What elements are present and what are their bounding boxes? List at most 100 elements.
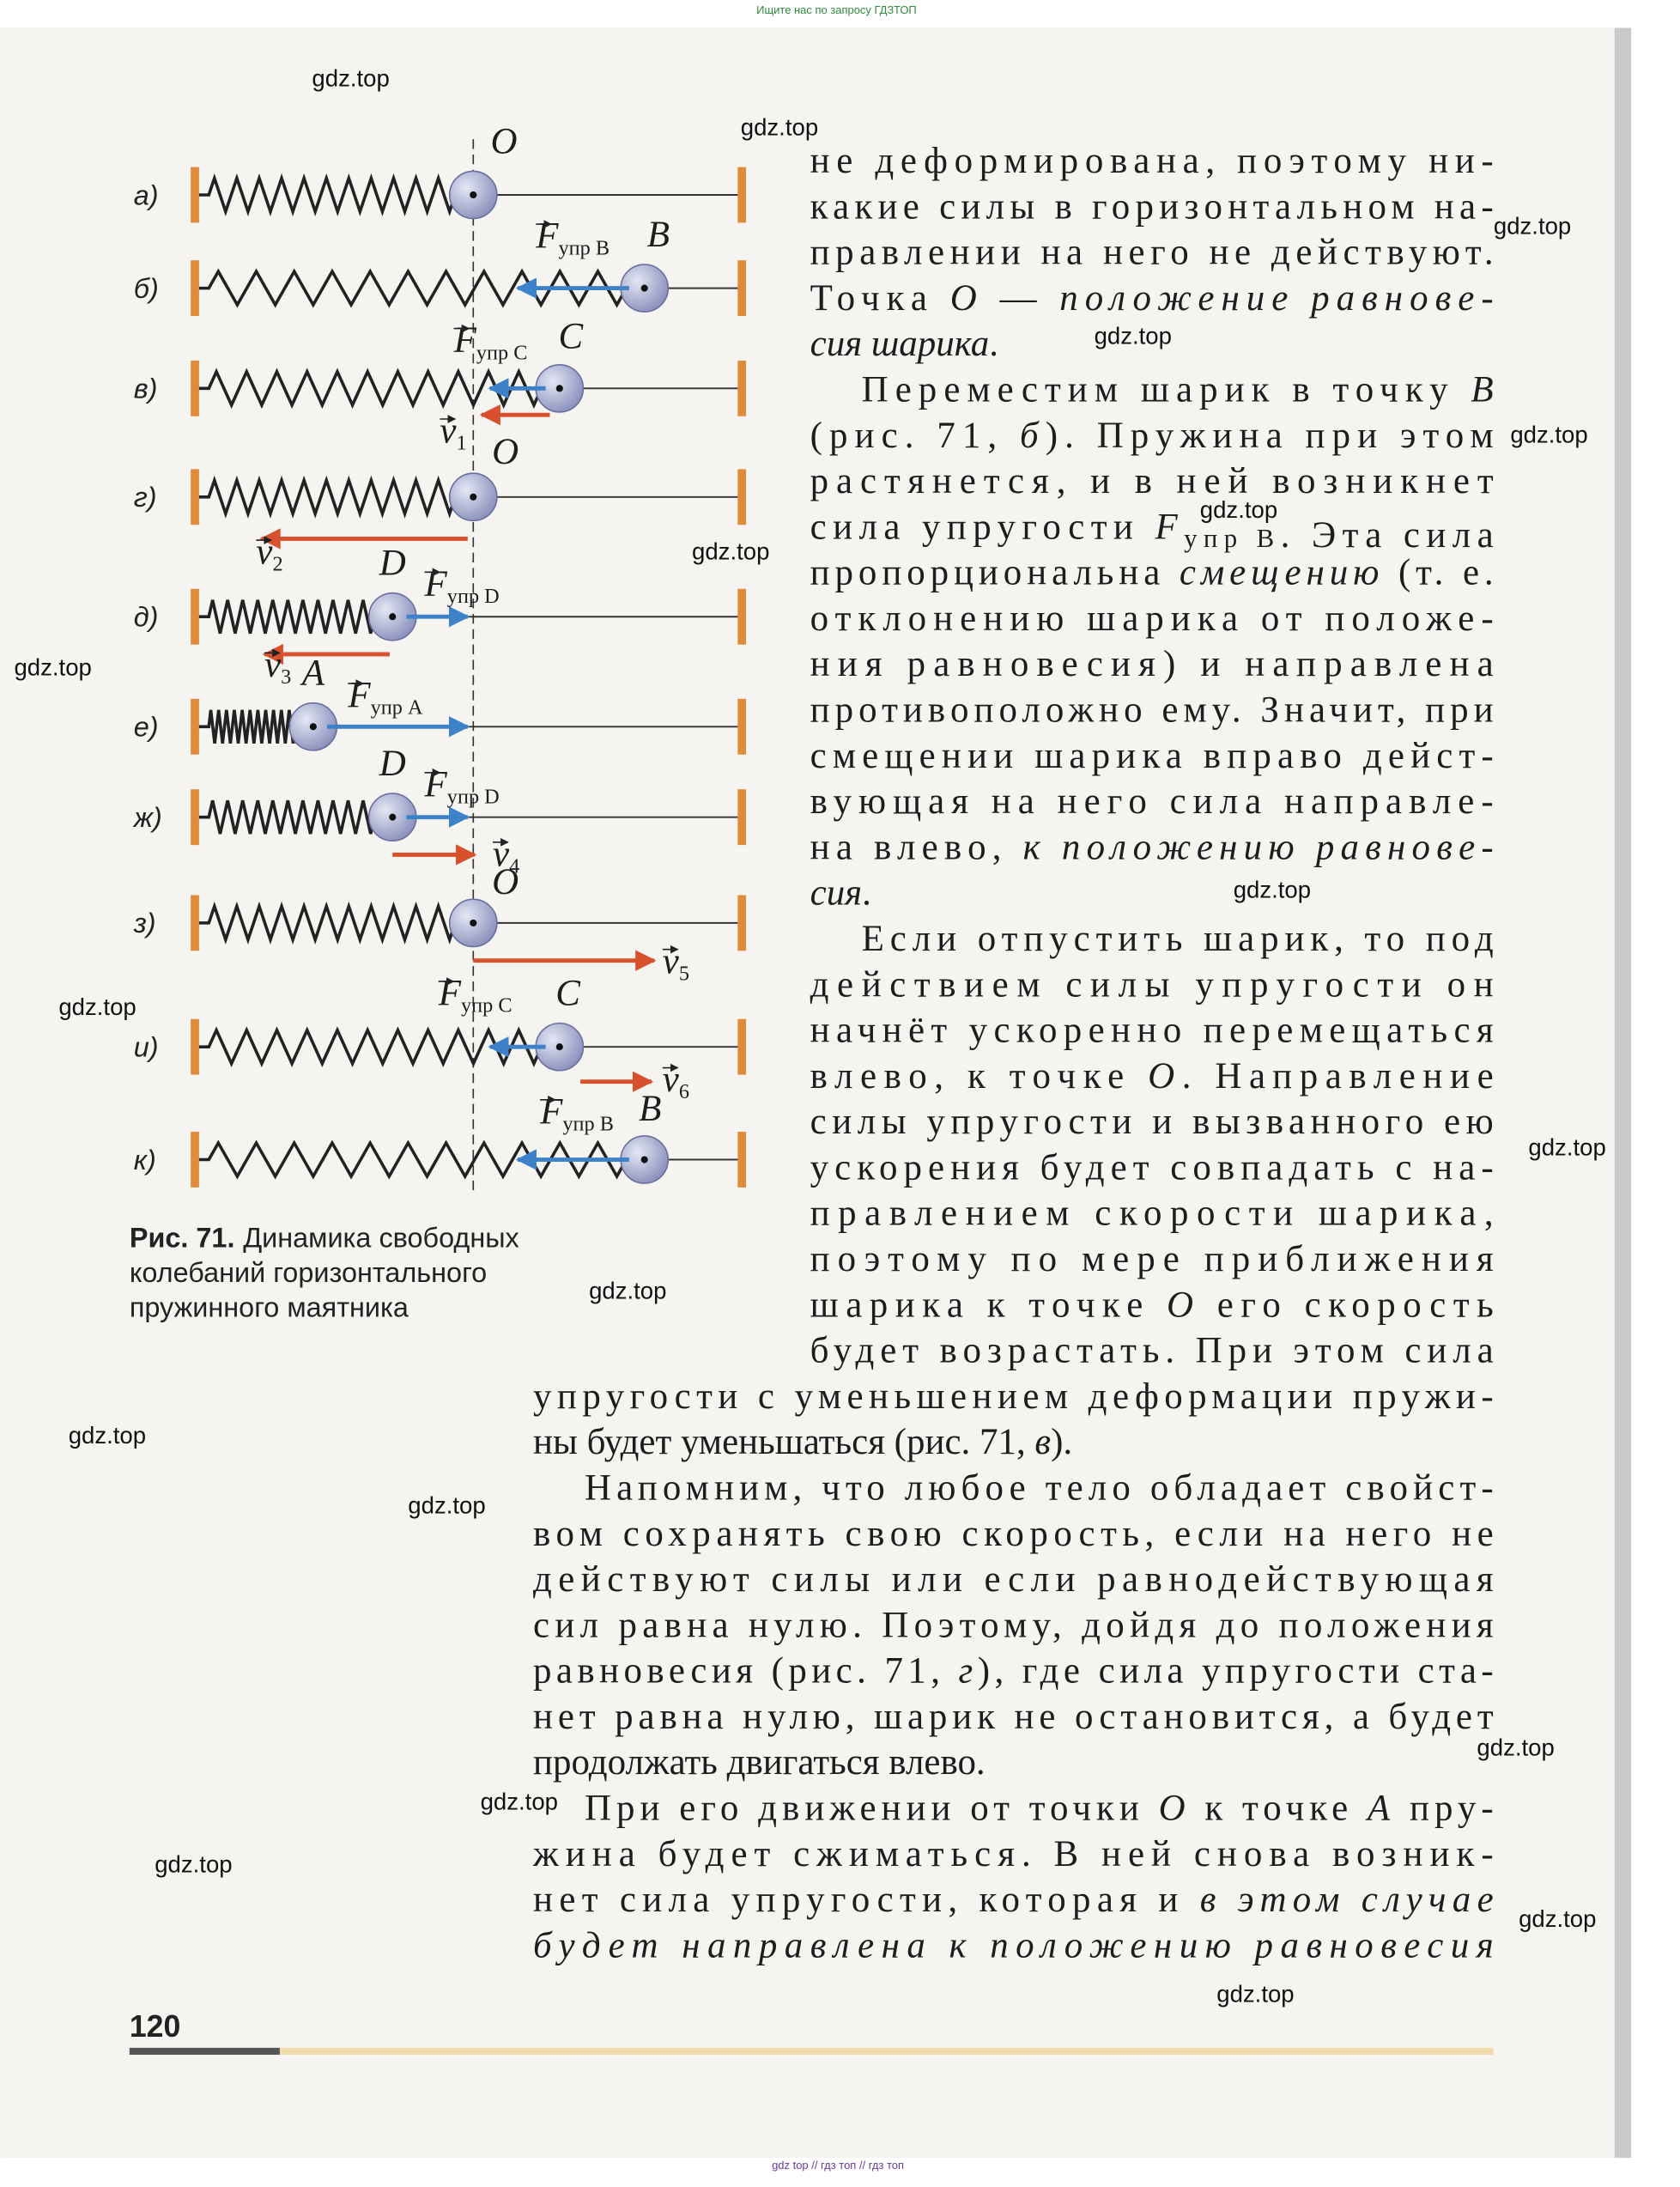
ball-center xyxy=(640,1156,648,1163)
row-label: к) xyxy=(134,1145,156,1176)
right-wall xyxy=(737,789,747,846)
text-run: продолжать двигаться влево. xyxy=(533,1742,986,1783)
vector-symbol: F xyxy=(424,764,448,805)
watermark: gdz.top xyxy=(58,993,136,1020)
text-run: будет возрастать. При этом сила xyxy=(810,1331,1494,1371)
spring xyxy=(198,901,457,945)
text-run: правлении на него не действуют. xyxy=(810,233,1494,273)
text-run: силы упругости и вызванного ею xyxy=(810,1102,1494,1142)
point-label: O xyxy=(492,432,519,472)
left-wall xyxy=(191,167,199,223)
right-wall xyxy=(737,895,747,951)
page-number: 120 xyxy=(130,2009,181,2044)
text-run: влево, к точке xyxy=(810,1056,1141,1097)
point-label: B xyxy=(639,1089,661,1129)
right-wall xyxy=(737,260,747,317)
watermark: gdz.top xyxy=(1519,1905,1596,1932)
text-line: пропорциональна смещению (т. е. xyxy=(810,553,1494,593)
vector-label: Fупр D xyxy=(424,764,500,808)
text-run: Напомним, что любое тело обладает свойст… xyxy=(585,1467,1494,1508)
italic-run: B xyxy=(1471,369,1493,410)
text-run: растянется, и в ней возникнет xyxy=(810,461,1494,501)
left-wall xyxy=(191,895,199,951)
text-run: отклонению шарика от положе- xyxy=(810,598,1494,639)
text-line: нет сила упругости, которая и в этом слу… xyxy=(533,1880,1494,1920)
text-run: . xyxy=(862,873,871,914)
italic-run: к положению равнове- xyxy=(1023,827,1494,867)
spring xyxy=(198,709,297,744)
left-wall xyxy=(191,588,199,645)
italic-run: положение равнове- xyxy=(1059,278,1493,319)
footer-note: gdz top // гдз топ // гдз топ xyxy=(772,2159,904,2172)
vector-symbol: v xyxy=(663,1060,680,1100)
left-wall xyxy=(191,698,199,755)
left-wall xyxy=(191,360,199,416)
right-wall xyxy=(737,698,747,755)
row-label: б) xyxy=(134,273,159,304)
italic-run: смещению xyxy=(1180,553,1380,593)
text-line: на влево, к положению равнове- xyxy=(810,827,1494,867)
watermark: gdz.top xyxy=(589,1278,666,1304)
text-run: (рис. 71, xyxy=(810,416,1013,456)
text-line: начнёт ускоренно перемещаться xyxy=(810,1011,1494,1051)
point-label: D xyxy=(379,744,406,784)
vector-label: Fупр B xyxy=(539,1091,614,1135)
watermark: gdz.top xyxy=(155,1851,232,1878)
text-line: силы упругости и вызванного ею xyxy=(810,1102,1494,1142)
ball-center xyxy=(389,813,397,821)
watermark: gdz.top xyxy=(14,653,91,680)
right-wall xyxy=(737,167,747,223)
vector-symbol: F xyxy=(347,676,371,716)
text-run: смещении шарика вправо дейст- xyxy=(810,736,1494,776)
point-label: C xyxy=(558,316,584,356)
watermark: gdz.top xyxy=(481,1789,558,1815)
vector-label: Fупр D xyxy=(424,564,500,608)
vector-symbol: F xyxy=(539,1091,563,1132)
left-wall xyxy=(191,469,199,525)
ball-center xyxy=(470,493,477,501)
text-run: правлением скорости шарика, xyxy=(810,1194,1494,1234)
spring xyxy=(198,799,376,835)
watermark: gdz.top xyxy=(69,1422,146,1449)
footer-bar-dark xyxy=(129,2047,280,2055)
text-line: вом сохранять свою скорость, если на нег… xyxy=(533,1514,1494,1554)
right-wall xyxy=(737,469,747,525)
left-wall xyxy=(191,260,199,317)
text-line: поэтому по мере приближения xyxy=(810,1239,1494,1279)
text-run: ). xyxy=(1051,1422,1072,1462)
watermark: gdz.top xyxy=(312,65,389,92)
footer-bar-light xyxy=(279,2047,1494,2055)
italic-run: O xyxy=(1159,1789,1186,1829)
vector-subscript: упр D xyxy=(447,785,500,808)
text-line: будет возрастать. При этом сила xyxy=(810,1331,1494,1371)
text-run: ), где сила упругости ста- xyxy=(978,1651,1494,1692)
vector-subscript: упр C xyxy=(476,341,528,364)
watermark: gdz.top xyxy=(1216,1980,1294,2007)
vector-symbol: F xyxy=(535,216,559,257)
vector-subscript: упр B xyxy=(559,237,610,260)
watermark: gdz.top xyxy=(1528,1134,1605,1161)
header-note: Ищите нас по запросу ГДЗТОП xyxy=(756,3,917,16)
spring xyxy=(198,475,457,519)
ball-center xyxy=(470,191,477,199)
watermark: gdz.top xyxy=(1234,877,1311,903)
caption-line: Рис. 71. Динамика свободных xyxy=(130,1223,519,1254)
caption-line: колебаний горизонтального xyxy=(130,1257,487,1288)
point-label: O xyxy=(492,862,519,902)
italic-run: в xyxy=(1034,1422,1051,1462)
text-line: Если отпустить шарик, то под xyxy=(862,919,1494,959)
text-run: ния равновесия) и направлена xyxy=(810,644,1494,684)
italic-run: сия шарика xyxy=(810,324,990,364)
text-run: . Направление xyxy=(1182,1056,1494,1097)
ball-center xyxy=(555,1043,563,1051)
text-line: сия. xyxy=(810,873,871,914)
vector-subscript: 2 xyxy=(272,553,282,576)
italic-run: O xyxy=(950,278,977,319)
point-label: A xyxy=(300,653,325,694)
vector-symbol: v xyxy=(663,941,680,981)
watermark: gdz.top xyxy=(692,538,769,565)
left-wall xyxy=(191,1018,199,1075)
point-label: D xyxy=(379,544,406,584)
text-run: (т. е. xyxy=(1384,553,1493,593)
vector-symbol: F xyxy=(453,320,477,361)
